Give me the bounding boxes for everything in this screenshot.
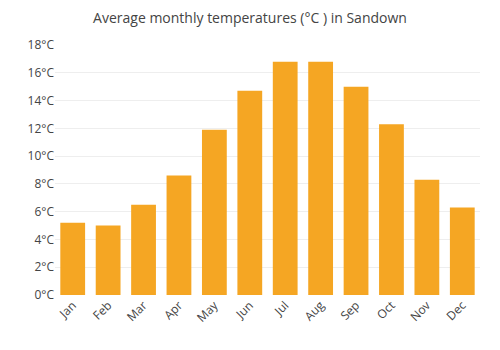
svg-text:16°C: 16°C <box>28 64 55 81</box>
svg-text:Feb: Feb <box>89 297 115 323</box>
svg-text:Average monthly temperatures (: Average monthly temperatures (°C ) in Sa… <box>93 8 407 27</box>
svg-text:Oct: Oct <box>373 297 399 323</box>
svg-text:6°C: 6°C <box>34 203 54 220</box>
svg-text:8°C: 8°C <box>34 175 54 192</box>
svg-text:4°C: 4°C <box>34 231 54 248</box>
svg-text:0°C: 0°C <box>34 286 54 303</box>
svg-text:Dec: Dec <box>442 297 469 324</box>
svg-text:Mar: Mar <box>123 297 151 325</box>
svg-text:Jun: Jun <box>231 297 256 322</box>
svg-text:Jan: Jan <box>55 297 80 322</box>
svg-text:10°C: 10°C <box>28 147 55 164</box>
svg-text:2°C: 2°C <box>34 258 54 275</box>
svg-text:Apr: Apr <box>160 297 186 323</box>
svg-text:18°C: 18°C <box>28 36 55 53</box>
svg-text:12°C: 12°C <box>28 120 55 137</box>
svg-text:Sep: Sep <box>336 297 363 324</box>
svg-text:May: May <box>193 296 222 325</box>
svg-text:14°C: 14°C <box>28 92 55 109</box>
svg-text:Aug: Aug <box>300 297 328 325</box>
svg-text:Nov: Nov <box>406 297 434 325</box>
svg-text:Jul: Jul <box>270 297 292 319</box>
